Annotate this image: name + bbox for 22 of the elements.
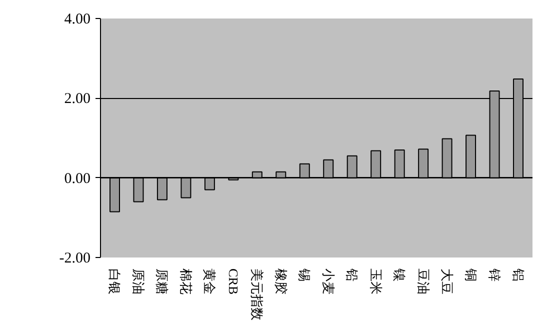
y-tick-label: -2.00 <box>59 250 91 266</box>
x-tick-label: 镍 <box>392 268 408 282</box>
x-tick-label: 铜 <box>463 268 478 282</box>
x-tick-label: 橡胶 <box>273 268 288 294</box>
x-tick-label: 玉米 <box>368 268 384 294</box>
x-tick-label: 铝 <box>510 268 526 282</box>
x-tick-label: 铅 <box>344 268 360 282</box>
x-tick-label: 黄金 <box>202 268 218 294</box>
x-tick-label: 原油 <box>130 268 146 294</box>
y-tick-label: 4.00 <box>64 12 90 28</box>
x-tick-label: 原糖 <box>154 268 170 294</box>
x-tick-label: 白银 <box>107 268 122 294</box>
y-tick-label: 0.00 <box>64 170 90 187</box>
x-tick-label: 锡 <box>297 268 312 282</box>
x-tick-label: 豆油 <box>416 268 431 294</box>
y-tick-label: 2.00 <box>64 91 90 108</box>
x-tick-label: CRB <box>226 268 241 295</box>
x-tick-label: 美元指数 <box>250 268 265 320</box>
x-tick-label: 小麦 <box>320 268 336 294</box>
x-tick-label: 锌 <box>487 268 502 282</box>
x-tick-label: 棉花 <box>178 268 194 294</box>
x-tick-label: 大豆 <box>440 268 455 294</box>
